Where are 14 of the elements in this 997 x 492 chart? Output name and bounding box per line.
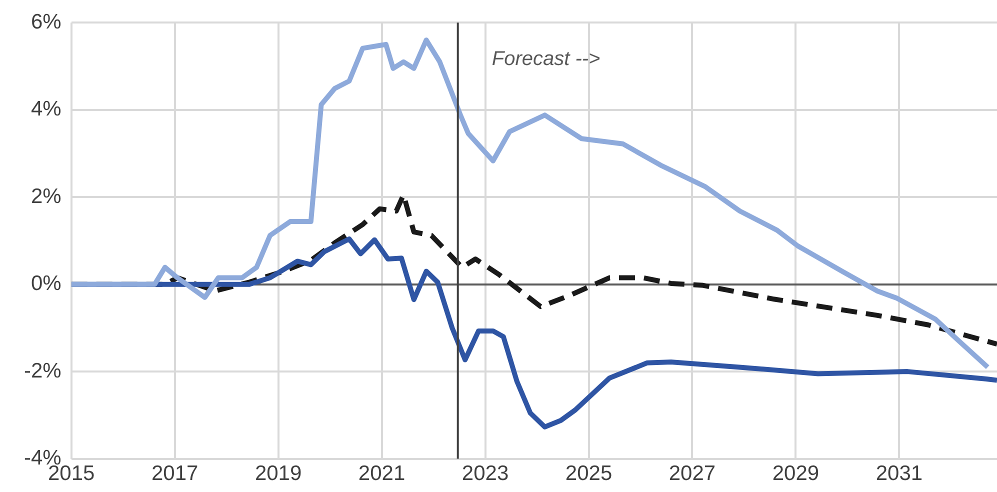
ref-line-label: Forecast --> xyxy=(492,48,600,70)
x-tick-label: 2021 xyxy=(358,462,406,486)
x-tick-label: 2029 xyxy=(772,462,820,486)
x-tick-label: 2025 xyxy=(565,462,612,486)
y-tick-label: -2% xyxy=(24,359,62,382)
x-tick-label: 2017 xyxy=(151,462,198,486)
x-tick-label: 2031 xyxy=(876,462,923,486)
y-tick-label: 6% xyxy=(30,10,62,34)
y-tick-label: 4% xyxy=(30,98,62,121)
y-tick-label: 2% xyxy=(30,184,62,208)
y-tick-label: 0% xyxy=(30,272,62,296)
x-tick-label: 2023 xyxy=(462,462,509,486)
x-tick-label: 2027 xyxy=(668,462,716,486)
x-tick-label: 2019 xyxy=(254,462,302,486)
